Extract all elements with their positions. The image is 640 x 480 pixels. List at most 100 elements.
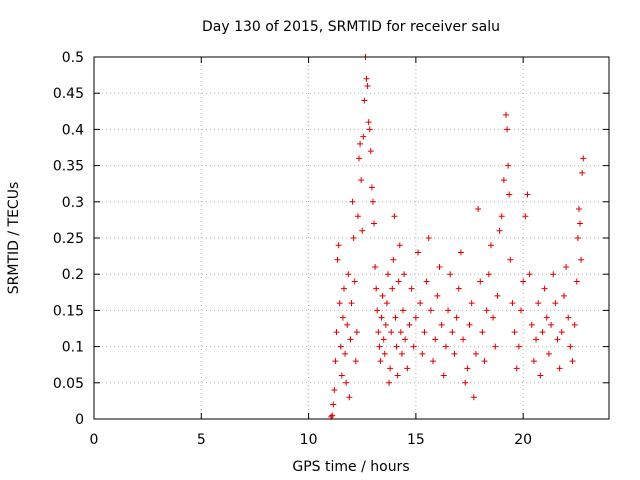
- data-point: [343, 379, 350, 386]
- data-point: [349, 198, 356, 205]
- data-point: [395, 278, 402, 285]
- data-point: [383, 300, 390, 307]
- data-point: [338, 372, 345, 379]
- data-point: [386, 379, 393, 386]
- data-point: [401, 271, 408, 278]
- data-point: [400, 307, 406, 314]
- data-point: [329, 412, 336, 419]
- y-tick-label: 0.4: [62, 122, 84, 138]
- y-tick-label: 0.3: [62, 195, 84, 211]
- data-point: [360, 133, 367, 140]
- data-point: [346, 394, 353, 401]
- data-point: [373, 285, 380, 292]
- data-point: [384, 271, 391, 278]
- data-point: [503, 111, 509, 118]
- data-point: [575, 206, 582, 213]
- data-point: [574, 235, 581, 241]
- data-point: [378, 314, 385, 321]
- y-tick-label: 0.2: [62, 267, 84, 283]
- data-point: [398, 350, 405, 357]
- data-point: [388, 329, 395, 336]
- data-point: [376, 343, 383, 350]
- data-point: [580, 155, 587, 162]
- data-point: [455, 285, 462, 292]
- data-point: [344, 321, 351, 328]
- data-point: [541, 285, 548, 292]
- data-point: [451, 350, 458, 357]
- data-point: [430, 358, 437, 365]
- data-point: [475, 206, 482, 213]
- data-point: [496, 227, 503, 234]
- data-point: [550, 271, 557, 278]
- data-point: [352, 358, 359, 365]
- data-point: [533, 336, 540, 343]
- data-point: [539, 329, 546, 336]
- data-point: [563, 263, 570, 270]
- y-tick-label: 0: [75, 412, 84, 428]
- data-point: [485, 271, 492, 278]
- data-point: [371, 220, 378, 227]
- data-point: [554, 336, 561, 343]
- y-tick-label: 0.35: [53, 159, 84, 175]
- data-point: [375, 329, 382, 336]
- data-point: [494, 292, 501, 299]
- data-point: [331, 387, 338, 394]
- data-point: [483, 307, 490, 314]
- data-point: [347, 336, 354, 343]
- chart-title: Day 130 of 2015, SRMTID for receiver sal…: [202, 19, 500, 35]
- data-point: [367, 148, 374, 155]
- points-layer: [328, 54, 587, 420]
- data-point: [365, 119, 372, 126]
- data-point: [357, 140, 364, 147]
- data-point: [577, 220, 584, 227]
- data-point: [374, 307, 381, 314]
- data-point: [578, 256, 585, 263]
- data-point: [393, 343, 400, 350]
- data-point: [513, 365, 520, 372]
- data-point: [427, 307, 434, 314]
- ticks-layer: 0 0.05 0.1 0.15 0.2 0.25 0.3 0.35 0.4 0.45 0.5 0 5 10…: [53, 50, 609, 448]
- data-point: [526, 271, 533, 278]
- data-point: [468, 300, 475, 307]
- data-point: [333, 329, 340, 336]
- data-point: [434, 292, 441, 299]
- data-point: [387, 365, 394, 372]
- data-point: [339, 314, 346, 321]
- data-point: [506, 191, 513, 198]
- data-point: [377, 358, 384, 365]
- y-axis-label: SRMTID / TECUs: [6, 182, 22, 295]
- data-point: [381, 350, 388, 357]
- data-point: [396, 242, 403, 249]
- data-point: [351, 278, 358, 285]
- data-point: [573, 278, 580, 285]
- data-point: [515, 343, 522, 350]
- data-point: [417, 300, 424, 307]
- data-point: [342, 350, 349, 357]
- data-point: [445, 307, 452, 314]
- data-point: [477, 278, 484, 285]
- data-point: [462, 379, 469, 386]
- data-point: [332, 358, 339, 365]
- data-point: [359, 227, 366, 234]
- data-point: [340, 285, 347, 292]
- data-point: [394, 372, 401, 379]
- data-point: [498, 213, 505, 220]
- data-point: [524, 191, 531, 198]
- data-point: [492, 343, 499, 350]
- data-point: [548, 321, 555, 328]
- data-point: [449, 329, 456, 336]
- data-point: [460, 336, 467, 343]
- data-point: [505, 162, 512, 169]
- data-point: [421, 329, 428, 336]
- x-tick-label: 0: [90, 432, 99, 448]
- data-point: [366, 126, 373, 133]
- data-point: [472, 350, 479, 357]
- data-point: [537, 372, 544, 379]
- data-point: [404, 365, 411, 372]
- data-point: [565, 314, 572, 321]
- data-point: [490, 314, 497, 321]
- data-point: [438, 321, 445, 328]
- data-point: [369, 198, 376, 205]
- data-point: [479, 329, 486, 336]
